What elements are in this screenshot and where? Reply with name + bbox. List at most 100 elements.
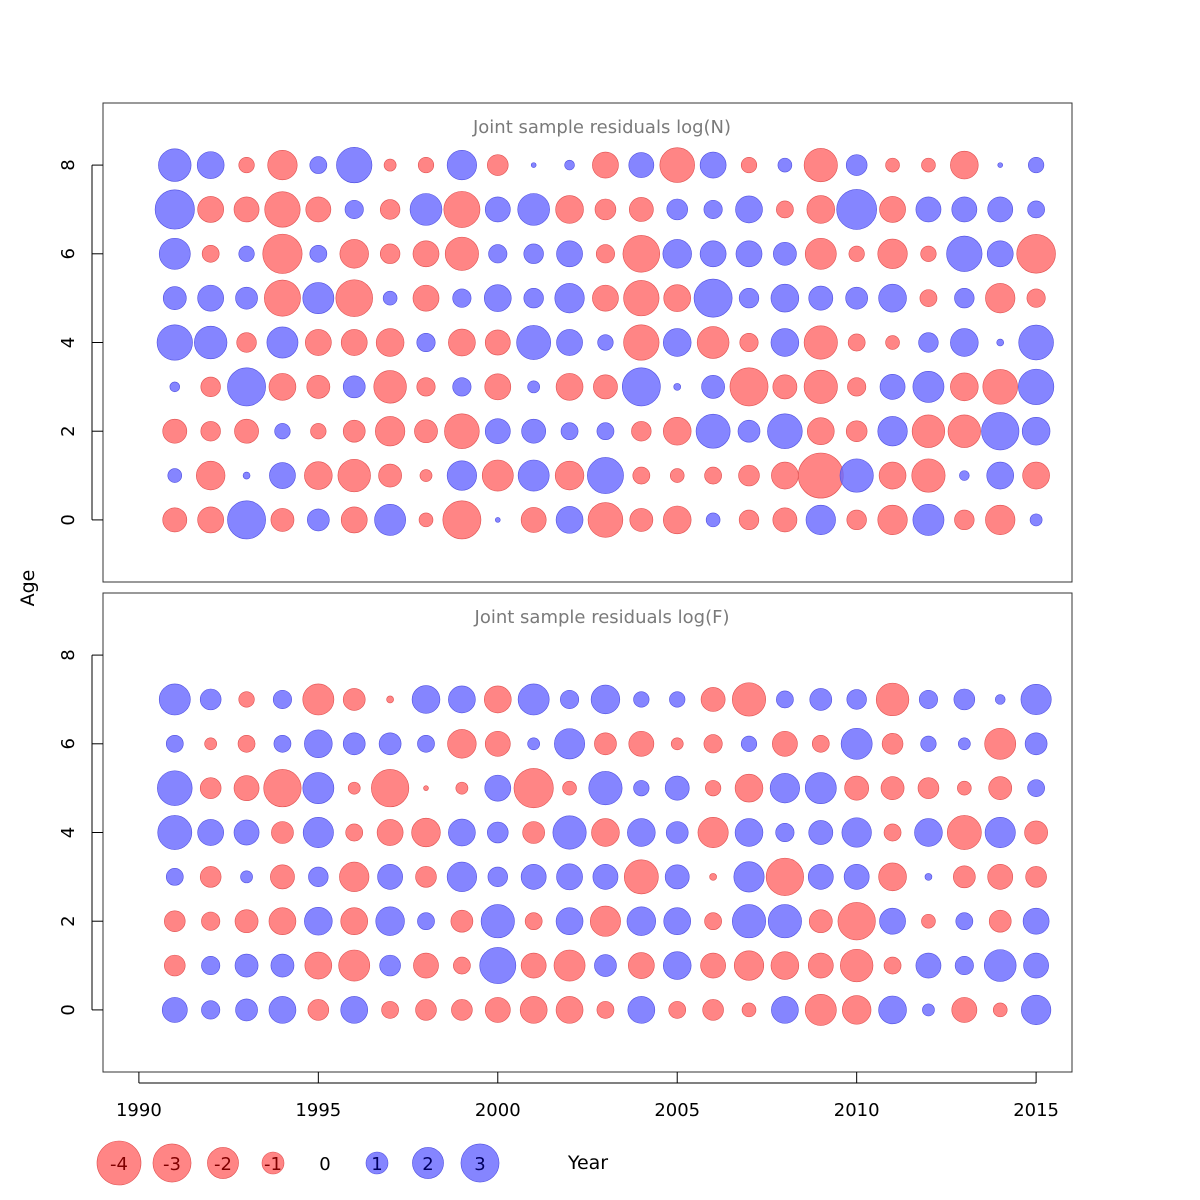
residual-bubble-n-2006-age3 xyxy=(701,375,725,399)
residual-bubble-f-2003-age1 xyxy=(594,954,617,977)
residual-bubble-f-2001-age5 xyxy=(513,768,554,809)
residual-bubble-n-2005-age2 xyxy=(663,416,692,446)
legend-bubble xyxy=(261,1151,285,1175)
residual-bubble-n-2004-age7 xyxy=(628,197,654,222)
residual-bubble-f-1991-age6 xyxy=(165,734,184,753)
residual-bubble-f-2008-age3 xyxy=(765,857,804,896)
residual-bubble-f-2015-age5 xyxy=(1027,779,1045,797)
residual-bubble-f-2001-age2 xyxy=(524,912,543,931)
residual-bubble-n-1992-age8 xyxy=(196,151,225,179)
residual-bubble-n-2008-age3 xyxy=(772,374,798,400)
residual-bubble-n-2010-age6 xyxy=(848,245,865,262)
residual-bubble-n-2001-age5 xyxy=(523,288,544,309)
residual-bubble-n-2004-age2 xyxy=(631,421,652,442)
residual-bubble-f-2005-age0 xyxy=(668,1001,687,1019)
residual-bubble-n-2004-age5 xyxy=(623,280,660,317)
residual-bubble-n-2012-age4 xyxy=(918,332,939,353)
residual-bubble-n-2009-age0 xyxy=(805,504,836,535)
residual-bubble-f-2014-age2 xyxy=(988,909,1012,933)
residual-bubble-f-2008-age7 xyxy=(776,690,794,709)
residual-bubble-f-2009-age2 xyxy=(808,909,833,934)
legend-label: -2 xyxy=(214,1154,232,1175)
panel-n-y-axis: 0 2 4 6 8 xyxy=(58,159,103,526)
residual-bubble-f-1999-age1 xyxy=(453,956,471,975)
x-tick-label: 2000 xyxy=(475,1100,521,1121)
residual-bubble-f-2002-age0 xyxy=(555,996,584,1024)
residual-bubble-n-2000-age5 xyxy=(484,284,512,312)
residual-bubble-f-2009-age7 xyxy=(809,688,833,711)
legend-label: 2 xyxy=(422,1154,433,1175)
residual-bubble-n-2010-age5 xyxy=(845,286,868,310)
residual-bubble-f-1999-age0 xyxy=(451,999,473,1021)
residual-bubble-f-1996-age5 xyxy=(347,781,361,795)
residual-bubble-n-2009-age3 xyxy=(803,369,838,404)
residual-bubble-n-1999-age1 xyxy=(446,460,477,491)
residual-bubble-f-2007-age2 xyxy=(732,904,766,939)
residual-bubble-f-1998-age6 xyxy=(417,734,435,753)
residual-bubble-f-1998-age2 xyxy=(417,912,435,931)
residual-bubble-n-1992-age1 xyxy=(196,460,226,491)
residual-bubble-f-2005-age1 xyxy=(663,951,692,980)
residual-bubble-f-2000-age3 xyxy=(487,866,508,887)
residual-bubble-n-2000-age2 xyxy=(484,418,511,445)
residual-bubble-f-1997-age0 xyxy=(381,1001,399,1019)
residual-bubble-n-1997-age6 xyxy=(379,243,401,264)
residual-bubble-f-2004-age4 xyxy=(627,818,656,847)
residual-bubble-n-1995-age4 xyxy=(305,329,332,356)
residual-bubble-f-1991-age4 xyxy=(157,815,193,850)
residual-bubble-f-2004-age6 xyxy=(628,730,655,757)
residual-bubble-f-1997-age2 xyxy=(375,906,405,936)
residual-bubble-f-1998-age4 xyxy=(411,817,441,848)
y-tick-label: 6 xyxy=(58,248,79,259)
residual-bubble-f-1994-age0 xyxy=(268,996,297,1024)
residual-bubble-n-1998-age5 xyxy=(412,284,440,312)
residual-bubble-n-2006-age7 xyxy=(703,199,723,219)
residual-bubble-f-1994-age6 xyxy=(273,734,292,753)
residual-bubble-n-2011-age6 xyxy=(877,238,908,269)
panel-f-y-axis: 0 2 4 6 8 xyxy=(58,649,103,1016)
residual-bubble-f-2007-age1 xyxy=(733,950,765,981)
residual-bubble-f-2004-age3 xyxy=(623,859,659,895)
residual-bubble-n-1996-age3 xyxy=(342,375,366,399)
residual-bubble-f-2014-age5 xyxy=(988,776,1013,800)
residual-bubble-n-2014-age5 xyxy=(985,283,1016,314)
residual-bubble-n-1999-age3 xyxy=(452,377,472,397)
residual-bubble-n-1993-age8 xyxy=(238,157,255,174)
residual-bubble-f-2006-age3 xyxy=(709,873,717,881)
residual-bubble-n-1992-age5 xyxy=(197,284,224,312)
residual-bubble-f-1996-age2 xyxy=(340,907,368,935)
residual-bubble-n-2005-age4 xyxy=(663,328,692,357)
residual-bubble-f-2000-age1 xyxy=(479,947,517,984)
residual-bubble-n-2008-age5 xyxy=(770,283,800,313)
residual-bubble-n-2000-age6 xyxy=(488,244,508,264)
residual-bubble-f-2011-age4 xyxy=(883,823,902,842)
residual-bubble-n-2003-age6 xyxy=(595,244,615,264)
residual-bubble-n-2009-age8 xyxy=(803,148,838,183)
residual-bubble-f-2001-age7 xyxy=(517,683,550,716)
residual-bubble-n-1996-age7 xyxy=(344,199,364,219)
residual-bubble-n-2009-age4 xyxy=(803,325,838,360)
residual-bubble-f-2007-age3 xyxy=(733,861,765,893)
residual-bubble-f-1995-age0 xyxy=(307,999,330,1021)
residual-bubble-f-1998-age0 xyxy=(415,999,437,1021)
residual-bubble-n-1993-age3 xyxy=(227,367,266,407)
residual-bubble-f-1994-age4 xyxy=(271,821,294,844)
residual-bubble-n-2011-age4 xyxy=(885,335,900,350)
residual-bubble-n-1991-age2 xyxy=(162,418,188,444)
residual-bubble-f-1992-age4 xyxy=(197,819,224,846)
residual-bubble-f-2010-age6 xyxy=(840,727,873,760)
residual-bubble-f-2014-age4 xyxy=(984,817,1016,848)
residual-bubble-f-1995-age7 xyxy=(302,683,335,716)
residual-bubble-f-2015-age1 xyxy=(1023,952,1049,979)
residual-bubble-n-2003-age2 xyxy=(596,422,615,441)
residual-bubble-n-1996-age8 xyxy=(336,147,373,184)
residual-bubble-n-2005-age6 xyxy=(662,239,692,269)
residual-bubble-n-1996-age5 xyxy=(335,279,373,317)
residual-bubble-n-2002-age6 xyxy=(556,240,583,268)
residual-bubble-f-1993-age3 xyxy=(240,870,253,884)
residual-bubble-f-1998-age3 xyxy=(415,866,437,888)
residual-bubble-f-1993-age5 xyxy=(233,775,260,801)
residual-bubble-f-2002-age7 xyxy=(560,689,580,709)
residual-bubble-n-1997-age7 xyxy=(379,199,401,220)
residual-bubble-f-2002-age2 xyxy=(555,907,584,935)
